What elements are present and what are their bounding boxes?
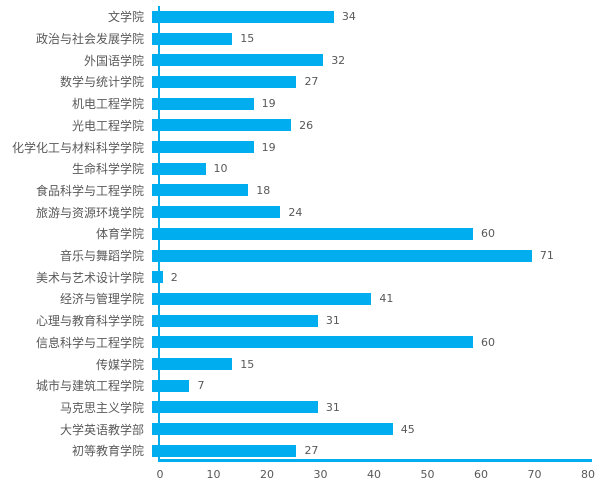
bar xyxy=(152,54,324,67)
chart-row: 外国语学院 32 xyxy=(0,49,601,71)
bar xyxy=(152,75,297,88)
value-label: 27 xyxy=(304,75,319,89)
chart-row: 旅游与资源环境学院 24 xyxy=(0,201,601,223)
x-tick-label: 10 xyxy=(206,468,221,481)
category-label: 旅游与资源环境学院 xyxy=(35,205,144,220)
category-label: 信息科学与工程学院 xyxy=(35,335,144,350)
value-label: 32 xyxy=(331,53,346,67)
bar xyxy=(152,184,249,197)
x-tick-label: 70 xyxy=(527,468,542,481)
bar xyxy=(152,162,206,175)
category-label: 马克思主义学院 xyxy=(59,400,144,415)
x-tick-label: 40 xyxy=(367,468,381,481)
x-tick-label: 0 xyxy=(156,468,164,481)
value-label: 19 xyxy=(261,140,276,154)
value-label: 15 xyxy=(240,32,255,46)
chart-row: 体育学院 60 xyxy=(0,223,601,245)
bar xyxy=(152,423,393,436)
bar xyxy=(152,10,334,23)
value-label: 71 xyxy=(539,249,554,263)
bar xyxy=(152,336,473,349)
category-label: 体育学院 xyxy=(95,227,144,242)
category-label: 机电工程学院 xyxy=(71,97,144,112)
bar xyxy=(152,314,318,327)
category-label: 化学化工与材料科学学院 xyxy=(11,140,144,155)
chart-row: 食品科学与工程学院 18 xyxy=(0,180,601,202)
category-label: 城市与建筑工程学院 xyxy=(35,379,144,394)
value-label: 18 xyxy=(256,183,271,197)
chart-row: 信息科学与工程学院 60 xyxy=(0,332,601,354)
value-label: 19 xyxy=(261,97,276,111)
chart-row: 数学与统计学院 27 xyxy=(0,71,601,93)
bar xyxy=(152,141,254,154)
chart-row: 政治与社会发展学院 15 xyxy=(0,28,601,50)
chart-row: 马克思主义学院 31 xyxy=(0,397,601,419)
x-tick-label: 30 xyxy=(313,468,328,481)
value-label: 45 xyxy=(400,422,415,436)
chart-row: 文学院 34 xyxy=(0,6,601,28)
category-label: 数学与统计学院 xyxy=(59,75,144,90)
chart-row: 经济与管理学院 41 xyxy=(0,288,601,310)
category-label: 经济与管理学院 xyxy=(59,292,144,307)
chart-row: 生命科学学院 10 xyxy=(0,158,601,180)
value-label: 60 xyxy=(481,227,495,241)
bar xyxy=(152,249,532,262)
y-axis-line xyxy=(158,6,160,462)
bar xyxy=(152,444,297,457)
category-label: 大学英语教学部 xyxy=(59,422,144,437)
value-label: 15 xyxy=(240,357,255,371)
bar xyxy=(152,292,372,305)
category-label: 食品科学与工程学院 xyxy=(35,183,144,198)
chart-row: 化学化工与材料科学学院 19 xyxy=(0,136,601,158)
value-label: 26 xyxy=(299,118,314,132)
chart-row: 初等教育学院 27 xyxy=(0,440,601,462)
bar xyxy=(152,206,281,219)
category-label: 文学院 xyxy=(107,10,144,25)
category-label: 外国语学院 xyxy=(83,53,144,68)
chart-row: 心理与教育科学学院 31 xyxy=(0,310,601,332)
value-label: 24 xyxy=(288,205,303,219)
category-label: 音乐与舞蹈学院 xyxy=(59,249,144,264)
value-label: 31 xyxy=(325,400,340,414)
x-axis-line xyxy=(158,459,592,462)
value-label: 34 xyxy=(341,10,356,24)
value-label: 60 xyxy=(481,335,495,349)
x-tick-label: 50 xyxy=(420,468,435,481)
category-label: 初等教育学院 xyxy=(71,444,144,459)
value-label: 27 xyxy=(304,444,319,458)
bar xyxy=(152,97,254,110)
bar xyxy=(152,358,233,371)
chart-row: 光电工程学院 26 xyxy=(0,115,601,137)
x-tick-label: 80 xyxy=(581,468,595,481)
category-label: 政治与社会发展学院 xyxy=(35,32,144,47)
bar xyxy=(152,271,163,284)
chart-row: 美术与艺术设计学院 2 xyxy=(0,266,601,288)
bar xyxy=(152,379,190,392)
category-label: 生命科学学院 xyxy=(71,162,144,177)
value-label: 2 xyxy=(170,270,178,284)
bar xyxy=(152,119,292,132)
bar xyxy=(152,401,318,414)
bar xyxy=(152,227,473,240)
chart-row: 传媒学院 15 xyxy=(0,353,601,375)
x-tick-label: 20 xyxy=(260,468,274,481)
value-label: 31 xyxy=(325,314,340,328)
category-label: 光电工程学院 xyxy=(71,118,144,133)
value-label: 41 xyxy=(379,292,394,306)
chart-row: 音乐与舞蹈学院 71 xyxy=(0,245,601,267)
value-label: 10 xyxy=(213,162,228,176)
bar xyxy=(152,32,233,45)
category-label: 美术与艺术设计学院 xyxy=(35,270,144,285)
x-tick-label: 60 xyxy=(474,468,488,481)
chart-row: 城市与建筑工程学院 7 xyxy=(0,375,601,397)
category-label: 心理与教育科学学院 xyxy=(35,314,144,329)
value-label: 7 xyxy=(197,379,205,393)
category-label: 传媒学院 xyxy=(95,357,144,372)
chart-row: 大学英语教学部 45 xyxy=(0,418,601,440)
chart-row: 机电工程学院 19 xyxy=(0,93,601,115)
